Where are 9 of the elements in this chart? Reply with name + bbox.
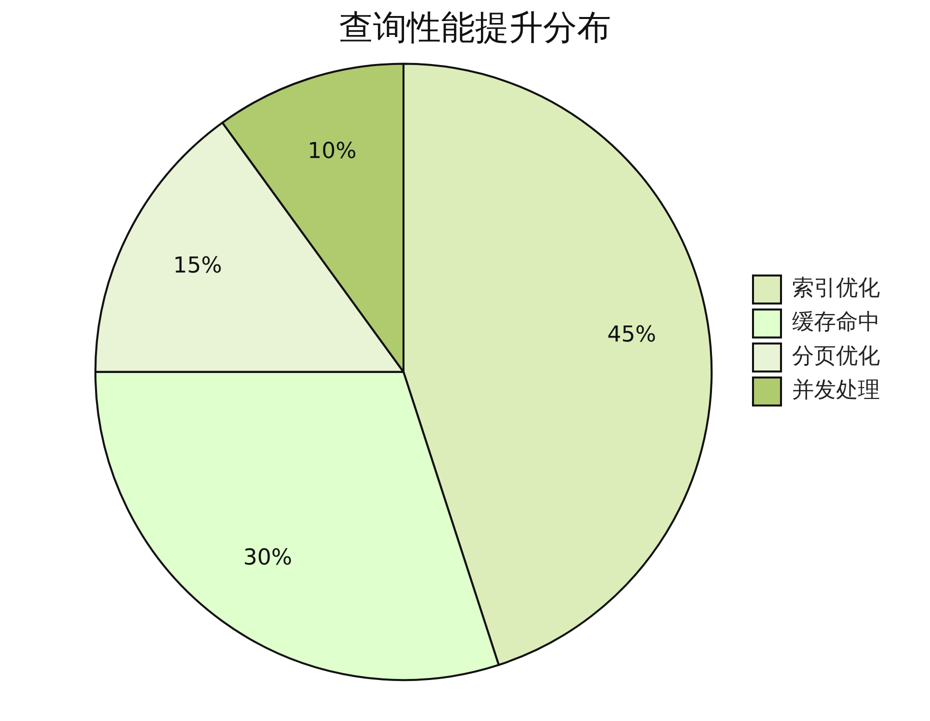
legend-label: 分页优化: [792, 344, 880, 370]
data-label: 15%: [173, 254, 222, 279]
data-label: 10%: [308, 138, 357, 164]
legend-label: 缓存命中: [792, 310, 880, 336]
legend-label: 索引优化: [792, 276, 880, 302]
chart-title: 查询性能提升分布: [339, 8, 611, 48]
legend-label: 并发处理: [792, 378, 880, 404]
data-label: 30%: [243, 546, 292, 571]
data-label: 45%: [607, 322, 656, 348]
